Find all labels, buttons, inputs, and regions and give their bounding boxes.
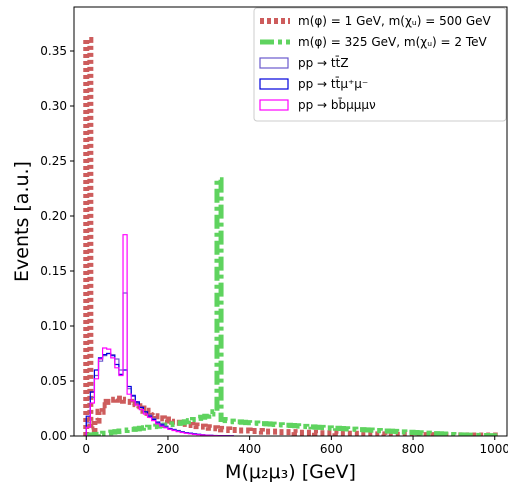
legend-swatch (259, 99, 289, 111)
x-tick-label: 200 (156, 442, 179, 456)
x-axis-title: M(μ₂μ₃) [GeV] (225, 461, 356, 483)
series-1-histogram (83, 37, 498, 436)
series-2-histogram (86, 177, 498, 436)
x-tick-label: 600 (320, 442, 343, 456)
y-axis-title: Events [a.u.] (11, 161, 33, 282)
legend-label: pp → tt̄μ⁺μ⁻ (298, 77, 368, 91)
y-tick-label: 0.25 (40, 154, 67, 168)
x-tick-label: 0 (82, 442, 90, 456)
legend-box (253, 7, 507, 122)
y-axis: 0.00 0.05 0.10 0.15 0.20 0.25 0.30 0.35 (40, 44, 74, 443)
y-tick-label: 0.15 (40, 264, 67, 278)
x-tick-label: 400 (238, 442, 261, 456)
plot-frame (73, 6, 508, 437)
x-axis: 0 200 400 600 800 1000 (82, 436, 508, 456)
y-tick-label: 0.05 (40, 374, 67, 388)
y-tick-label: 0.30 (40, 99, 67, 113)
y-tick-label: 0.35 (40, 44, 67, 58)
y-tick-label: 0.10 (40, 319, 67, 333)
y-tick-label: 0.20 (40, 209, 67, 223)
legend-label: m(φ) = 1 GeV, m(χᵤ) = 500 GeV (298, 14, 492, 28)
x-tick-label: 1000 (479, 442, 508, 456)
legend-swatch (259, 78, 289, 90)
y-tick-label: 0.00 (40, 429, 67, 443)
series-5-histogram (85, 234, 234, 436)
x-tick-label: 800 (402, 442, 425, 456)
legend-swatch (259, 57, 289, 69)
legend-label: pp → bb̄μμμν (298, 98, 376, 112)
legend-label: m(φ) = 325 GeV, m(χᵤ) = 2 TeV (298, 35, 488, 49)
legend: m(φ) = 1 GeV, m(χᵤ) = 500 GeV m(φ) = 325 … (253, 7, 507, 122)
legend-label: pp → tt̄Z (298, 56, 349, 70)
series-layer (83, 37, 498, 436)
